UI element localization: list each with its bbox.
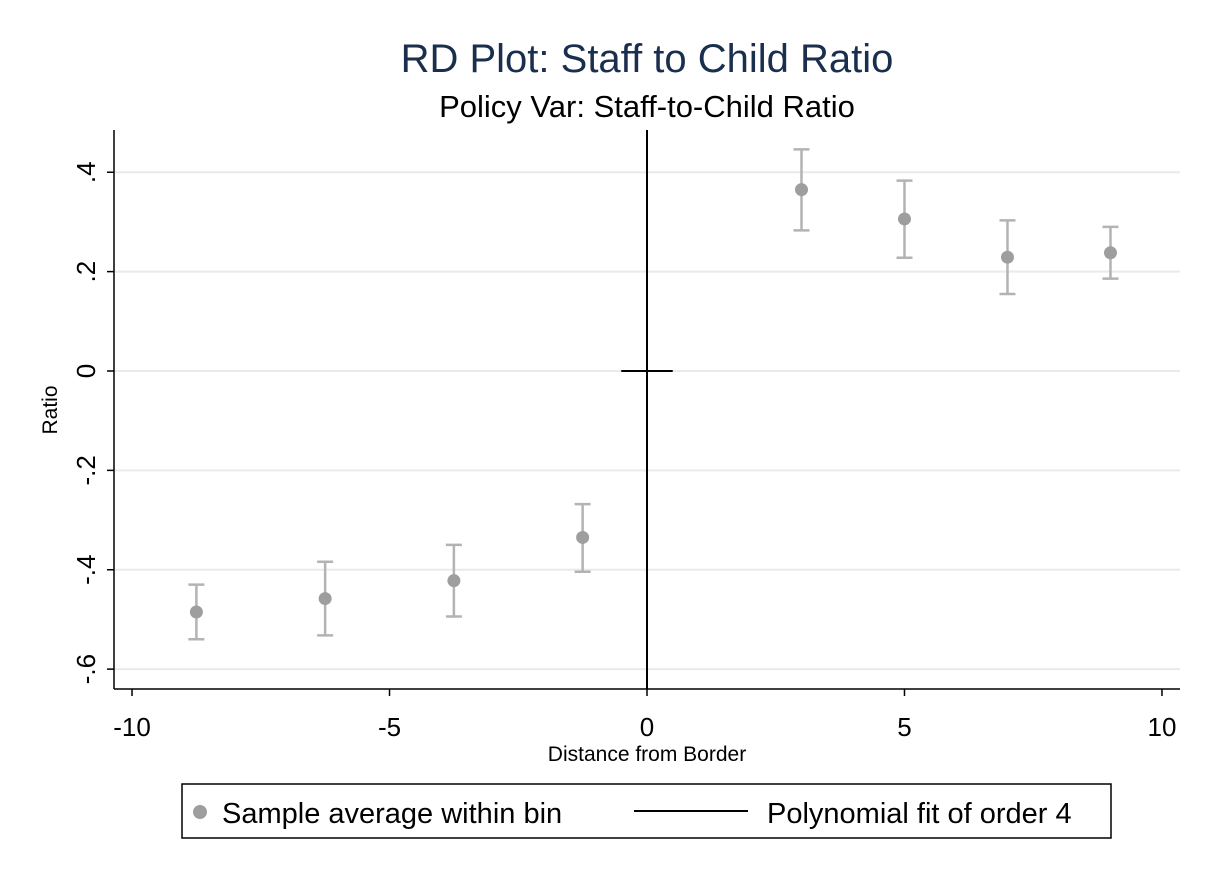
chart-subtitle: Policy Var: Staff-to-Child Ratio	[439, 89, 855, 124]
x-tick-label: 10	[1148, 712, 1177, 742]
chart-title: RD Plot: Staff to Child Ratio	[401, 37, 894, 81]
tick-labels: .4 .2 0 -.2 -.4 -.6 -10 -5 0 5 10	[71, 161, 1176, 742]
x-tick-label: -5	[378, 712, 401, 742]
legend: Sample average within bin Polynomial fit…	[181, 783, 1112, 839]
legend-entry-polynomial-fit: Polynomial fit of order 4	[767, 798, 1072, 830]
data-point	[897, 212, 911, 226]
axes	[107, 130, 1180, 696]
data-point	[189, 605, 203, 619]
x-tick-label: -10	[113, 712, 151, 742]
y-tick-label: .2	[71, 261, 101, 283]
data-point	[794, 183, 808, 197]
y-axis-label: Ratio	[39, 385, 62, 434]
data-point	[576, 530, 590, 544]
bin-average-points	[189, 183, 1117, 619]
x-tick-label: 5	[897, 712, 911, 742]
data-point	[1103, 246, 1117, 260]
y-tick-label: -.6	[71, 654, 101, 684]
y-tick-label: -.2	[71, 455, 101, 485]
x-axis-label: Distance from Border	[548, 743, 746, 766]
data-point	[318, 592, 332, 606]
data-point	[1000, 250, 1014, 264]
data-point	[447, 574, 461, 588]
legend-marker-dot	[193, 805, 207, 819]
y-tick-label: .4	[71, 161, 101, 183]
x-tick-label: 0	[640, 712, 654, 742]
y-tick-label: -.4	[71, 555, 101, 585]
y-tick-label: 0	[71, 364, 101, 378]
legend-entry-sample-average: Sample average within bin	[222, 798, 562, 830]
error-bars	[188, 148, 1119, 641]
